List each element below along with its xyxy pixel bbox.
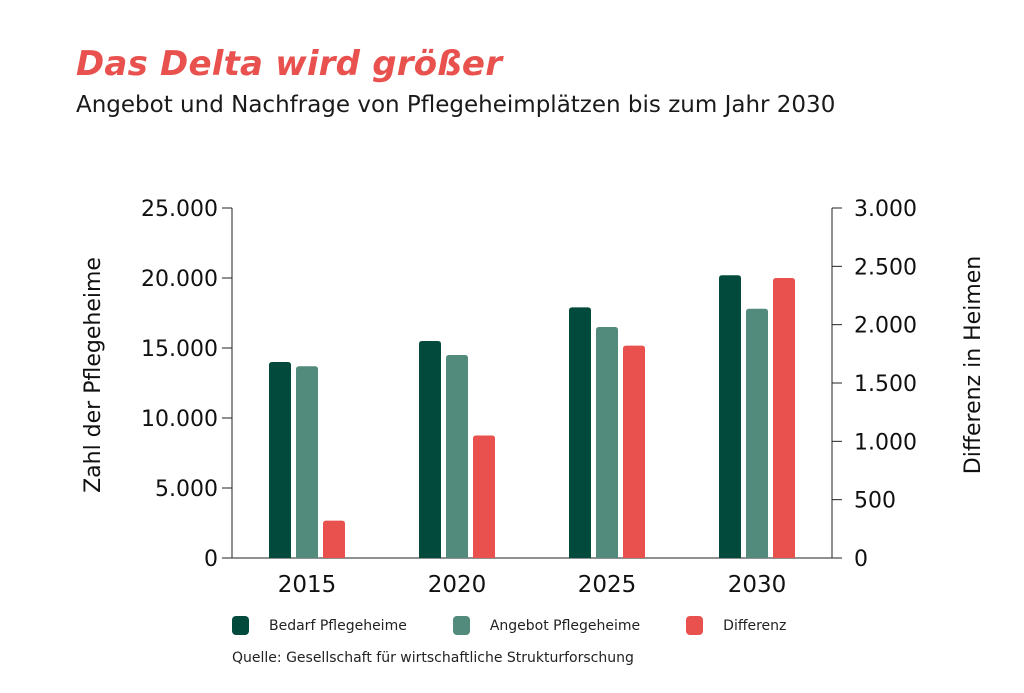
bar-bedarf-pflegeheime-2030: [719, 275, 741, 558]
legend-swatch-differenz: [686, 616, 704, 635]
chart-subtitle: Angebot und Nachfrage von Pflegeheimplät…: [76, 92, 836, 118]
right-tick-label: 1.000: [854, 430, 917, 455]
legend-label-angebot: Angebot Pflegeheime: [489, 617, 641, 634]
bar-angebot-pflegeheime-2020: [446, 355, 468, 558]
right-tick-label: 2.000: [854, 314, 917, 339]
right-tick-label: 1.500: [854, 372, 917, 397]
left-axis-title: Zahl der Pflegeheime: [81, 257, 106, 493]
legend-label-bedarf: Bedarf Pflegeheime: [269, 617, 407, 634]
right-tick-label: 0: [854, 547, 868, 572]
right-tick-label: 3.000: [854, 197, 917, 222]
legend-item-differenz: Differenz: [686, 616, 786, 635]
chart-bars: [269, 275, 795, 558]
right-tick-label: 2.500: [854, 255, 917, 280]
bar-differenz-2030: [773, 278, 795, 558]
left-tick-label: 10.000: [141, 407, 218, 432]
left-tick-label: 0: [204, 547, 218, 572]
x-tick-label: 2025: [578, 572, 637, 598]
left-tick-label: 15.000: [141, 337, 218, 362]
legend: Bedarf Pflegeheime Angebot Pflegeheime D…: [232, 616, 832, 635]
right-axis-title: Differenz in Heimen: [961, 256, 986, 474]
legend-swatch-bedarf: [232, 616, 249, 635]
bar-angebot-pflegeheime-2030: [746, 308, 768, 558]
bar-angebot-pflegeheime-2025: [596, 327, 618, 558]
legend-label-differenz: Differenz: [723, 617, 787, 634]
left-tick-label: 20.000: [141, 267, 218, 292]
x-tick-label: 2020: [428, 572, 487, 598]
chart-title: Das Delta wird größer: [76, 44, 503, 84]
bar-differenz-2020: [473, 435, 495, 558]
bar-differenz-2025: [623, 345, 645, 558]
right-tick-label: 500: [854, 489, 896, 514]
source-note: Quelle: Gesellschaft für wirtschaftliche…: [232, 650, 634, 666]
x-tick-label: 2015: [278, 572, 337, 598]
left-tick-label: 5.000: [155, 477, 218, 502]
x-tick-label: 2030: [728, 572, 787, 598]
bar-differenz-2015: [323, 520, 345, 558]
bar-bedarf-pflegeheime-2020: [419, 341, 441, 558]
legend-item-bedarf: Bedarf Pflegeheime: [232, 616, 407, 635]
bar-angebot-pflegeheime-2015: [296, 366, 318, 558]
left-tick-label: 25.000: [141, 197, 218, 222]
chart-labels: 0 5.000 10.000 15.000 20.000 25.000 0 500 1.000 1…: [81, 197, 986, 598]
legend-swatch-angebot: [452, 616, 470, 635]
legend-item-angebot: Angebot Pflegeheime: [452, 616, 641, 635]
bar-bedarf-pflegeheime-2015: [269, 362, 291, 558]
bar-bedarf-pflegeheime-2025: [569, 307, 591, 558]
